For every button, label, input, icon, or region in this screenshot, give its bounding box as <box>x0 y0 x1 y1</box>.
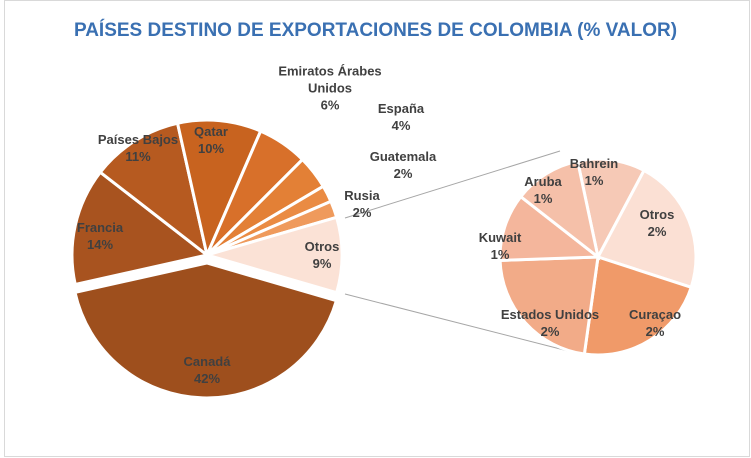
value-label: 11% <box>125 149 151 164</box>
connector-line <box>344 293 573 353</box>
value-label: 2% <box>540 324 560 339</box>
data-label: Curaçao 2% <box>629 306 681 340</box>
value-label: 2% <box>645 324 665 339</box>
category-label: Francia <box>76 220 124 235</box>
data-label: Países Bajos 11% <box>98 131 178 165</box>
value-label: 6% <box>320 97 340 113</box>
connector-line <box>344 150 561 219</box>
category-label: España <box>377 101 425 116</box>
value-label: 42% <box>193 371 221 386</box>
category-label: Kuwait <box>478 230 522 245</box>
category-label: Aruba <box>524 174 562 189</box>
pie-slice <box>98 121 210 259</box>
data-label: Canadá 42% <box>184 353 231 387</box>
data-label: España 4% <box>378 100 424 134</box>
pie-slice <box>201 215 344 295</box>
pie-slice <box>70 170 211 287</box>
category-label: Curaçao <box>628 307 682 322</box>
category-label: Guatemala <box>369 149 437 164</box>
category-label: Bahrein <box>569 156 619 171</box>
data-label: Otros 9% <box>305 238 340 272</box>
pie-slice <box>73 261 339 400</box>
pie-slice <box>582 255 694 357</box>
value-label: 10% <box>197 141 225 156</box>
value-label: 1% <box>584 173 604 188</box>
category-label: Canadá <box>183 354 231 369</box>
chart-border <box>4 0 750 457</box>
category-label: Otros <box>304 239 340 254</box>
pie-slice <box>175 118 263 260</box>
category-label: Rusia <box>344 188 380 203</box>
value-label: 1% <box>533 191 553 206</box>
pie-slice <box>498 255 600 356</box>
value-label: 4% <box>391 118 411 133</box>
category-label: Qatar <box>194 124 228 139</box>
data-label: Otros 2% <box>640 206 675 240</box>
data-label: Qatar 10% <box>194 123 228 157</box>
data-label: Rusia 2% <box>344 187 379 221</box>
pie-slice <box>518 159 601 261</box>
data-label: Guatemala 2% <box>370 148 436 182</box>
data-label: Emiratos Árabes Unidos 6% <box>270 63 390 114</box>
value-label: 1% <box>490 247 510 262</box>
value-label: 2% <box>647 224 667 239</box>
pie-slice <box>595 168 698 290</box>
value-label: 2% <box>393 166 413 181</box>
data-label: Kuwait 1% <box>479 229 522 263</box>
category-label: Países Bajos <box>97 132 179 147</box>
category-label: Emiratos Árabes Unidos <box>278 63 382 96</box>
data-label: Estados Unidos 2% <box>501 306 599 340</box>
category-label: Estados Unidos <box>500 307 600 322</box>
data-label: Bahrein 1% <box>570 155 618 189</box>
value-label: 9% <box>312 256 332 271</box>
data-label: Francia 14% <box>77 219 123 253</box>
category-label: Otros <box>639 207 675 222</box>
value-label: 14% <box>86 237 114 252</box>
data-label: Aruba 1% <box>524 173 562 207</box>
chart-title: PAÍSES DESTINO DE EXPORTACIONES DE COLOM… <box>73 20 678 41</box>
value-label: 2% <box>352 205 372 220</box>
